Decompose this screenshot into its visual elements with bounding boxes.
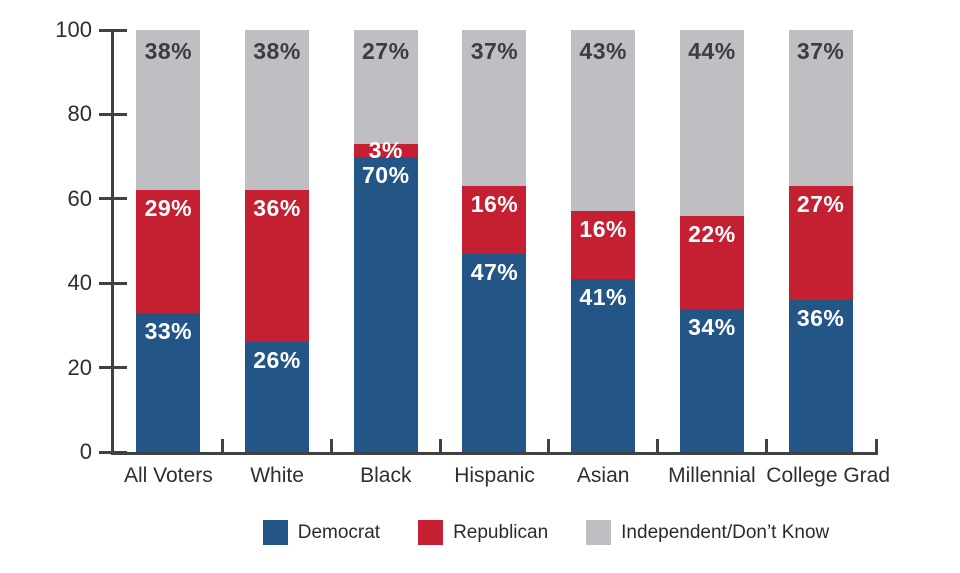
x-boundary-tick-2 [329, 439, 333, 452]
segment-value-label: 38% [144, 38, 193, 65]
segment-value-label: 44% [688, 38, 736, 65]
segment-value-label: 36% [796, 305, 845, 332]
segment-value-label: 16% [470, 191, 519, 218]
y-tick-label-80: 80 [67, 101, 92, 127]
y-axis-line [111, 30, 114, 455]
bar-segment-republican: 16% [571, 211, 636, 279]
segment-value-label: 3% [368, 137, 403, 164]
bar-segment-democrat: 36% [788, 300, 853, 452]
legend: Democrat Republican Independent/Don’t Know [0, 520, 960, 545]
segment-value-label: 29% [144, 195, 193, 222]
segment-value-label: 16% [579, 216, 627, 243]
bar-segment-democrat: 41% [571, 278, 636, 452]
bar-column-black: 70% 3% 27% [331, 30, 440, 452]
bar-segment-republican: 22% [679, 215, 744, 309]
segment-value-label: 37% [796, 38, 845, 65]
x-category-label-college-grad: College Grad [766, 464, 891, 487]
segment-value-label: 41% [579, 283, 627, 310]
y-tick-label-60: 60 [67, 185, 92, 211]
bar-asian: 41% 16% 43% [571, 30, 636, 452]
x-boundary-tick-4 [547, 439, 551, 452]
bar-millennial: 34% 22% 44% [679, 30, 744, 452]
bar-hispanic: 47% 16% 37% [462, 30, 527, 452]
bar-segment-democrat: 26% [245, 342, 310, 452]
legend-swatch [586, 520, 612, 545]
x-axis-line [111, 452, 875, 455]
x-category-label-white: White [250, 464, 304, 487]
legend-label: Independent/Don’t Know [621, 521, 830, 543]
bar-segment-republican: 36% [245, 190, 310, 343]
bar-white: 26% 36% 38% [245, 30, 310, 452]
bar-segment-democrat: 47% [462, 253, 527, 452]
bar-segment-independent-don-t-know: 38% [245, 30, 310, 191]
segment-value-label: 33% [144, 317, 193, 344]
bar-column-all-voters: 33% 29% 38% [114, 30, 223, 452]
x-category-label-black: Black [360, 464, 412, 487]
bar-segment-independent-don-t-know: 37% [462, 30, 527, 187]
y-tick-0 [99, 450, 127, 454]
bar-column-hispanic: 47% 16% 37% [440, 30, 549, 452]
segment-value-label: 27% [361, 38, 410, 65]
x-boundary-tick-6 [764, 439, 768, 452]
bar-segment-independent-don-t-know: 43% [571, 30, 636, 212]
y-tick-80 [99, 112, 127, 116]
x-category-label-hispanic: Hispanic [454, 464, 535, 487]
bar-column-asian: 41% 16% 43% [549, 30, 658, 452]
legend-label: Republican [453, 521, 549, 543]
x-category-label-millennial: Millennial [668, 464, 756, 487]
x-axis-end-tick [875, 439, 878, 455]
segment-value-label: 70% [361, 161, 410, 188]
legend-item-republican: Republican [418, 520, 548, 545]
segment-value-label: 36% [253, 195, 301, 222]
x-category-label-asian: Asian [576, 464, 630, 487]
bar-segment-democrat: 34% [679, 308, 744, 452]
bar-segment-independent-don-t-know: 38% [136, 30, 201, 191]
x-boundary-tick-3 [438, 439, 442, 452]
legend-swatch [418, 520, 444, 545]
segment-value-label: 26% [253, 347, 301, 374]
x-boundary-tick-5 [656, 439, 660, 452]
segment-value-label: 27% [796, 191, 845, 218]
legend-swatch [262, 520, 288, 545]
segment-value-label: 47% [470, 258, 519, 285]
bar-segment-democrat: 70% [353, 156, 418, 452]
plot-area: 0 20 40 60 80 100 33% 29% 38% 26% 36% 38% 70% 3% 27% 4… [55, 17, 890, 487]
bar-segment-republican: 29% [136, 190, 201, 313]
legend-item-independent-don-t-know: Independent/Don’t Know [586, 520, 829, 545]
bar-segment-republican: 27% [788, 186, 853, 301]
bar-segment-republican: 16% [462, 186, 527, 254]
legend-label: Democrat [297, 521, 381, 543]
x-category-label-all-voters: All Voters [123, 464, 213, 487]
y-tick-label-40: 40 [67, 270, 92, 296]
y-tick-40 [99, 281, 127, 285]
segment-value-label: 34% [688, 313, 736, 340]
segment-value-label: 43% [579, 38, 627, 65]
bar-segment-republican: 3% [353, 138, 418, 162]
x-boundary-tick-1 [221, 439, 225, 452]
segment-value-label: 38% [253, 38, 301, 65]
y-tick-label-0: 0 [79, 439, 92, 464]
bar-black: 70% 3% 27% [353, 30, 418, 452]
y-tick-label-20: 20 [67, 354, 92, 380]
segment-value-label: 22% [688, 220, 736, 247]
bar-segment-independent-don-t-know: 27% [353, 30, 418, 144]
y-tick-60 [99, 197, 127, 201]
bar-column-white: 26% 36% 38% [223, 30, 332, 452]
bar-segment-independent-don-t-know: 37% [788, 30, 853, 187]
y-tick-100 [99, 28, 127, 32]
bar-segment-democrat: 33% [136, 312, 201, 452]
bar-column-college-grad: 36% 27% 37% [766, 30, 875, 452]
segment-value-label: 37% [470, 38, 519, 65]
bar-column-millennial: 34% 22% 44% [658, 30, 767, 452]
y-tick-label-100: 100 [55, 17, 92, 42]
y-tick-20 [99, 366, 127, 370]
bar-segment-independent-don-t-know: 44% [679, 30, 744, 216]
legend-item-democrat: Democrat [262, 520, 381, 545]
bar-college-grad: 36% 27% 37% [788, 30, 853, 452]
bar-all-voters: 33% 29% 38% [136, 30, 201, 452]
